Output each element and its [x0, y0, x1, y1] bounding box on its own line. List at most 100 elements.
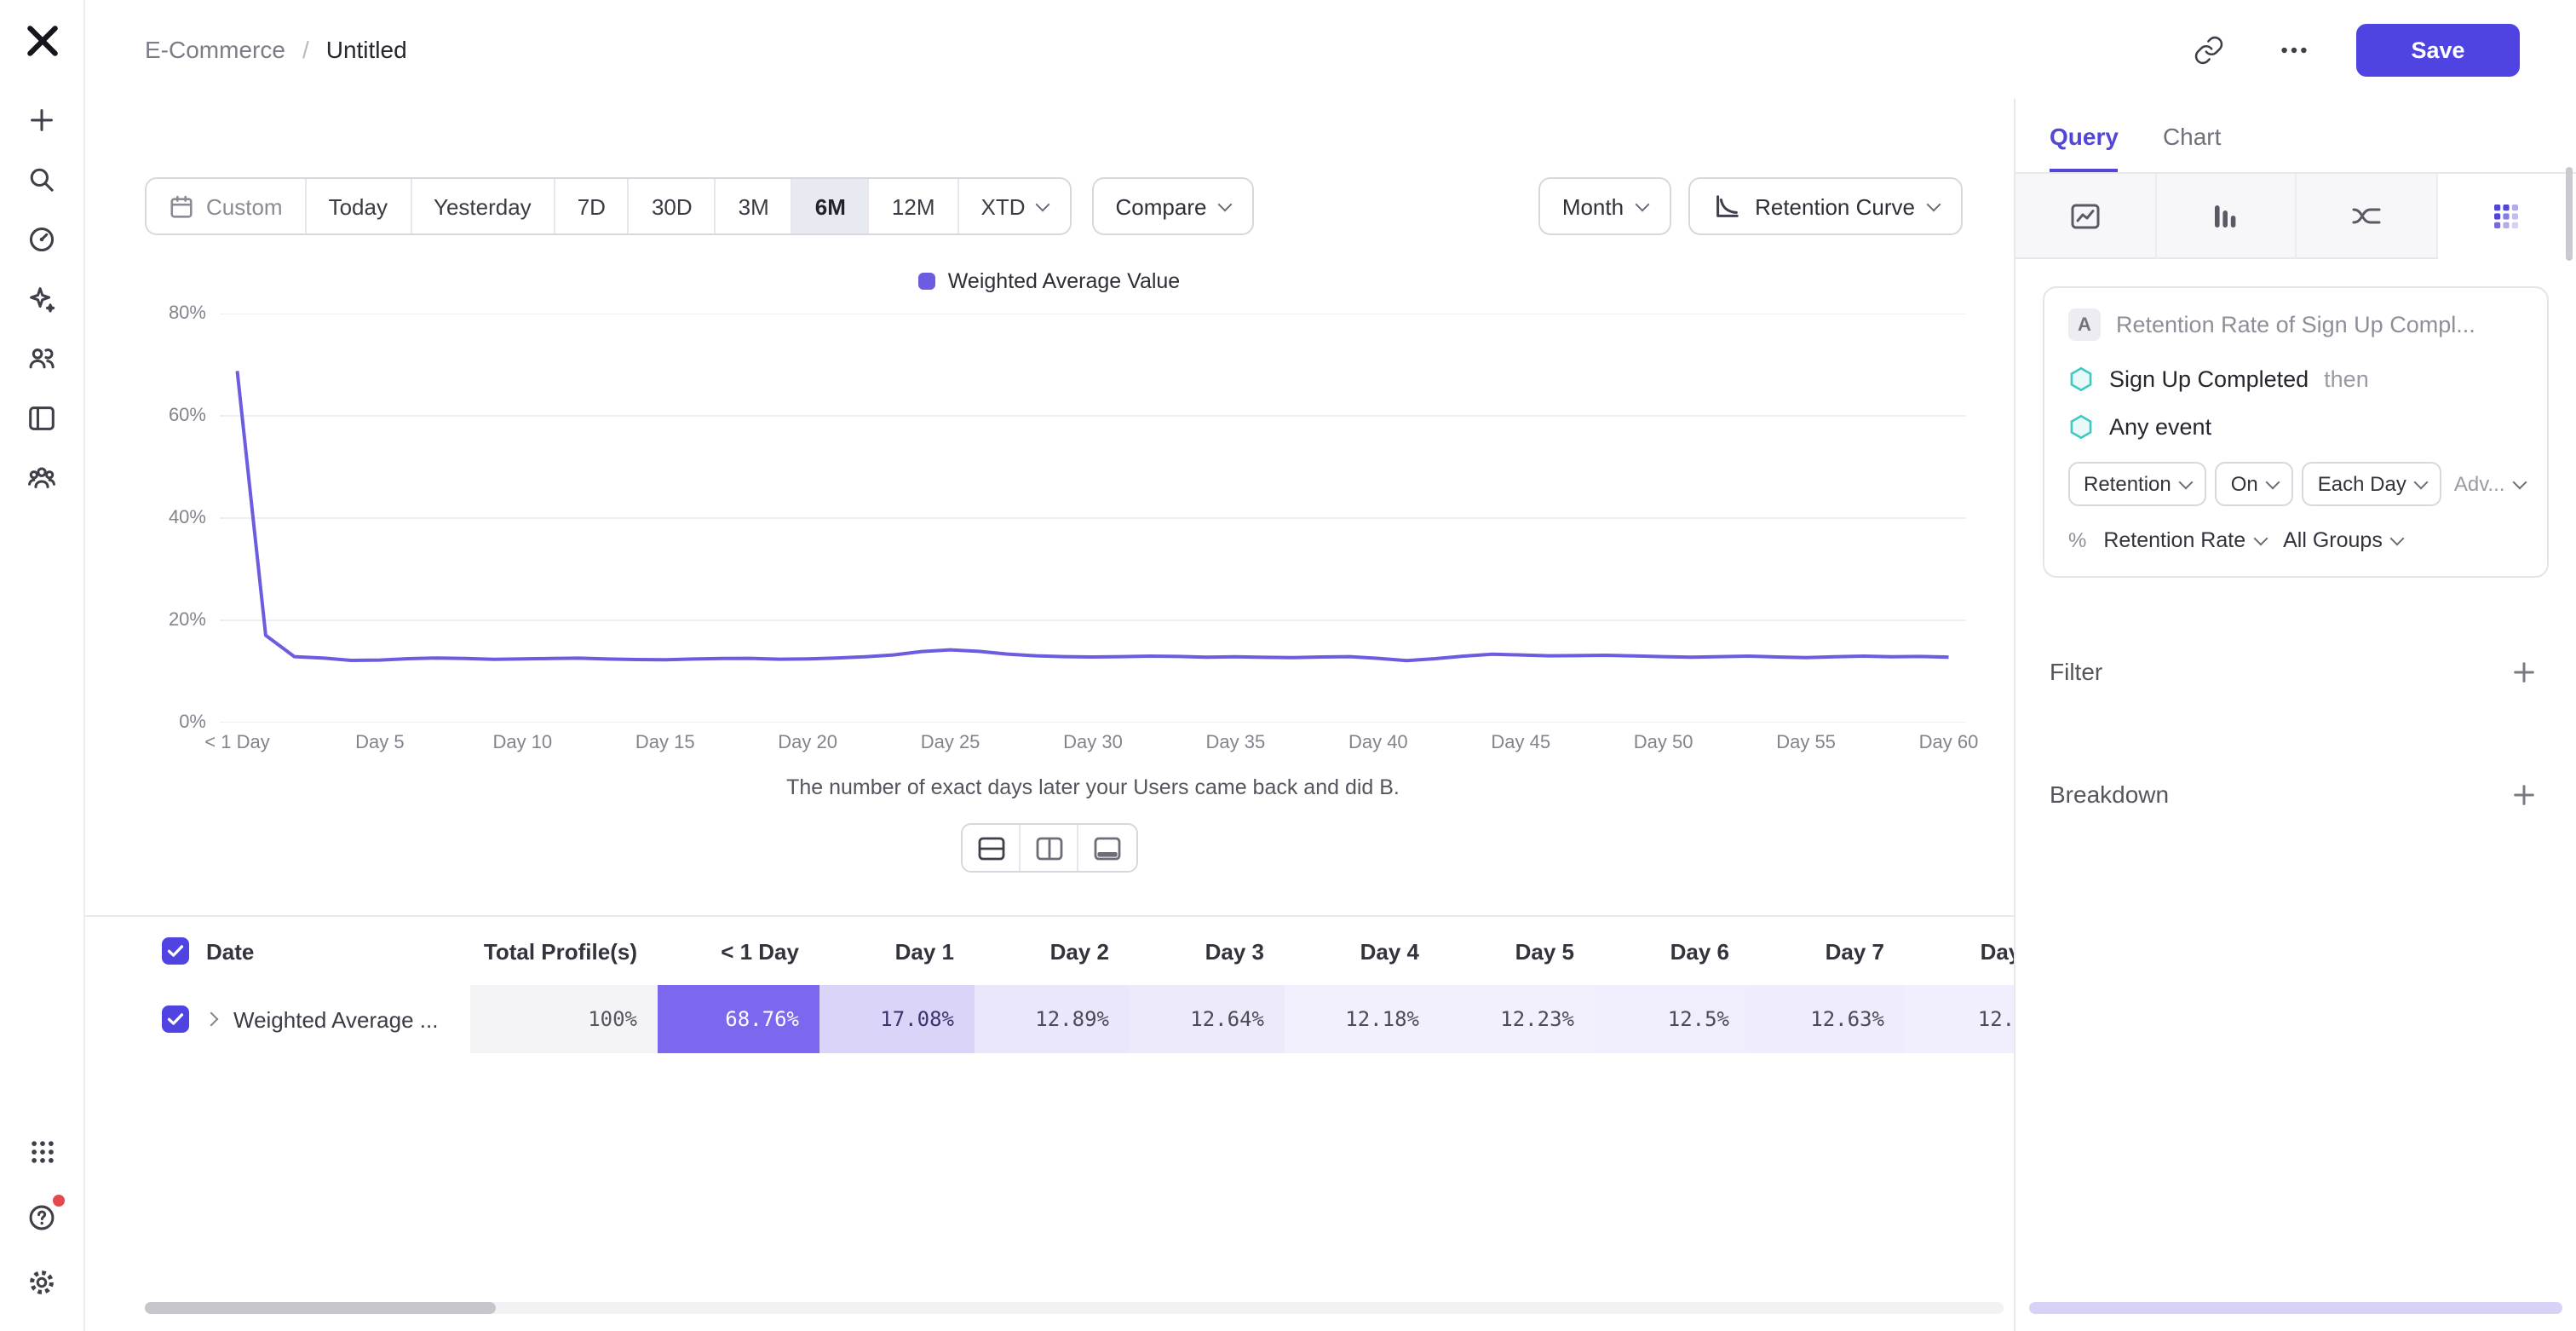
range-custom-label: Custom	[206, 193, 283, 219]
retention-value-cell[interactable]: 100%	[470, 985, 658, 1053]
column-header[interactable]: Day 4	[1360, 938, 1419, 964]
granularity-button[interactable]: Month	[1538, 177, 1672, 235]
column-header[interactable]: Day 3	[1205, 938, 1264, 964]
mixpanel-logo-icon[interactable]	[23, 22, 60, 60]
column-header[interactable]: Total Profile(s)	[483, 938, 637, 964]
range-xtd-button[interactable]: XTD	[958, 179, 1070, 233]
discover-icon[interactable]	[13, 210, 71, 268]
event-b-name[interactable]: Any event	[2109, 414, 2212, 440]
row-checkbox[interactable]	[162, 1005, 189, 1033]
event-a-name[interactable]: Sign Up Completed	[2109, 366, 2309, 392]
date-range-segmented: Custom Today Yesterday 7D 30D 3M 6M 12M XTD	[145, 177, 1072, 235]
share-link-icon[interactable]	[2186, 27, 2230, 72]
column-header[interactable]: Day 8	[1980, 938, 2014, 964]
add-breakdown-button[interactable]	[2504, 775, 2542, 813]
breadcrumb-section[interactable]: E-Commerce	[145, 36, 285, 63]
horizontal-scrollbar-thumb[interactable]	[145, 1302, 496, 1314]
range-7d-button[interactable]: 7D	[555, 179, 630, 233]
tab-query[interactable]: Query	[2050, 99, 2119, 172]
y-axis-tick: 0%	[179, 712, 206, 733]
retention-value-cell[interactable]: 12.63%	[1750, 985, 1905, 1053]
sparkle-ai-icon[interactable]	[13, 269, 71, 327]
select-all-checkbox[interactable]	[162, 937, 189, 965]
event-hexagon-icon	[2070, 414, 2092, 440]
range-custom-button[interactable]: Custom	[147, 179, 307, 233]
event-b-row[interactable]: Any event	[2068, 414, 2523, 440]
column-header[interactable]: Day 5	[1515, 938, 1574, 964]
column-header[interactable]: Day 2	[1049, 938, 1109, 964]
retention-value-cell[interactable]: 12.89%	[975, 985, 1130, 1053]
breakdown-label: Breakdown	[2050, 781, 2170, 808]
event-a-row[interactable]: Sign Up Completed then	[2068, 366, 2523, 392]
range-yesterday-button[interactable]: Yesterday	[411, 179, 555, 233]
report-tab-insights[interactable]	[2015, 174, 2156, 259]
breakdown-section: Breakdown	[2015, 775, 2576, 813]
search-icon[interactable]	[13, 150, 71, 208]
retention-value-cell[interactable]: 12.23%	[1440, 985, 1595, 1053]
help-icon[interactable]	[13, 1188, 71, 1246]
apps-grid-icon[interactable]	[13, 1123, 71, 1181]
report-tab-funnels[interactable]	[2156, 174, 2297, 259]
users-icon[interactable]	[13, 329, 71, 387]
layout-split-horizontal-button[interactable]	[963, 825, 1021, 871]
range-12m-button[interactable]: 12M	[869, 179, 959, 233]
chevron-down-icon	[1926, 196, 1941, 211]
boards-icon[interactable]	[13, 389, 71, 447]
content-area: E-Commerce / Untitled Save	[85, 0, 2576, 1331]
on-label: On	[2230, 472, 2258, 496]
breadcrumb-page-title[interactable]: Untitled	[325, 36, 407, 63]
top-header: E-Commerce / Untitled Save	[85, 0, 2576, 99]
range-6m-button[interactable]: 6M	[792, 179, 870, 233]
horizontal-scrollbar-track[interactable]	[145, 1302, 2004, 1314]
breadcrumb-separator: /	[302, 36, 309, 63]
query-step-card[interactable]: A Retention Rate of Sign Up Compl... Sig…	[2043, 286, 2549, 578]
create-new-button[interactable]	[13, 90, 71, 148]
chevron-down-icon	[2512, 474, 2527, 489]
column-header[interactable]: Day 6	[1670, 938, 1729, 964]
column-header[interactable]: Day 7	[1825, 938, 1884, 964]
add-filter-button[interactable]	[2504, 653, 2542, 690]
retention-value-cell[interactable]: 12.7%	[1905, 985, 2014, 1053]
chart-type-button[interactable]: Retention Curve	[1688, 177, 1963, 235]
groups-dropdown[interactable]: All Groups	[2283, 528, 2406, 552]
retention-value-cell[interactable]: 68.76%	[658, 985, 819, 1053]
measure-dropdown[interactable]: Retention Rate	[2103, 528, 2268, 552]
expand-row-icon[interactable]	[206, 1011, 219, 1027]
cohorts-icon[interactable]	[13, 448, 71, 506]
more-options-icon[interactable]	[2271, 27, 2315, 72]
query-title[interactable]: Retention Rate of Sign Up Compl...	[2116, 312, 2475, 337]
y-axis: 0% 20% 40% 60% 80%	[145, 303, 206, 733]
save-button[interactable]: Save	[2356, 23, 2520, 76]
range-3m-button[interactable]: 3M	[716, 179, 793, 233]
on-dropdown[interactable]: On	[2215, 462, 2294, 506]
layout-toggle-group	[961, 823, 1138, 873]
panel-tabs: Query Chart	[2015, 99, 2576, 174]
chart-plot-area[interactable]	[220, 314, 1966, 723]
compare-label: Compare	[1115, 193, 1207, 219]
table-row: Weighted Average ... 100% 68.76% 17.08% 12.…	[85, 985, 2014, 1053]
advanced-dropdown[interactable]: Adv...	[2451, 462, 2529, 506]
retention-value-cell[interactable]: 17.08%	[819, 985, 975, 1053]
compare-button[interactable]: Compare	[1091, 177, 1255, 235]
row-label-cell[interactable]: Weighted Average ...	[206, 985, 470, 1053]
bucket-dropdown[interactable]: Each Day	[2302, 462, 2442, 506]
panel-horizontal-scrollbar[interactable]	[2029, 1302, 2562, 1314]
retention-value-cell[interactable]: 12.18%	[1285, 985, 1440, 1053]
advanced-label: Adv...	[2453, 472, 2505, 496]
layout-split-vertical-button[interactable]	[1021, 825, 1078, 871]
retention-value-cell[interactable]: 12.64%	[1130, 985, 1285, 1053]
retention-type-dropdown[interactable]: Retention	[2068, 462, 2207, 506]
range-30d-button[interactable]: 30D	[629, 179, 716, 233]
range-today-button[interactable]: Today	[306, 179, 411, 233]
tab-chart[interactable]: Chart	[2162, 122, 2222, 149]
column-header[interactable]: Day 1	[894, 938, 954, 964]
panel-vertical-scrollbar[interactable]	[2566, 167, 2573, 261]
date-column-header[interactable]: Date	[206, 917, 470, 985]
settings-gear-icon[interactable]	[13, 1253, 71, 1311]
retention-value-cell[interactable]: 12.5%	[1595, 985, 1750, 1053]
report-tab-retention[interactable]	[2437, 174, 2576, 259]
report-tab-flows[interactable]	[2297, 174, 2437, 259]
layout-bottom-panel-button[interactable]	[1078, 825, 1136, 871]
column-header[interactable]: < 1 Day	[721, 938, 799, 964]
step-badge: A	[2068, 308, 2101, 341]
